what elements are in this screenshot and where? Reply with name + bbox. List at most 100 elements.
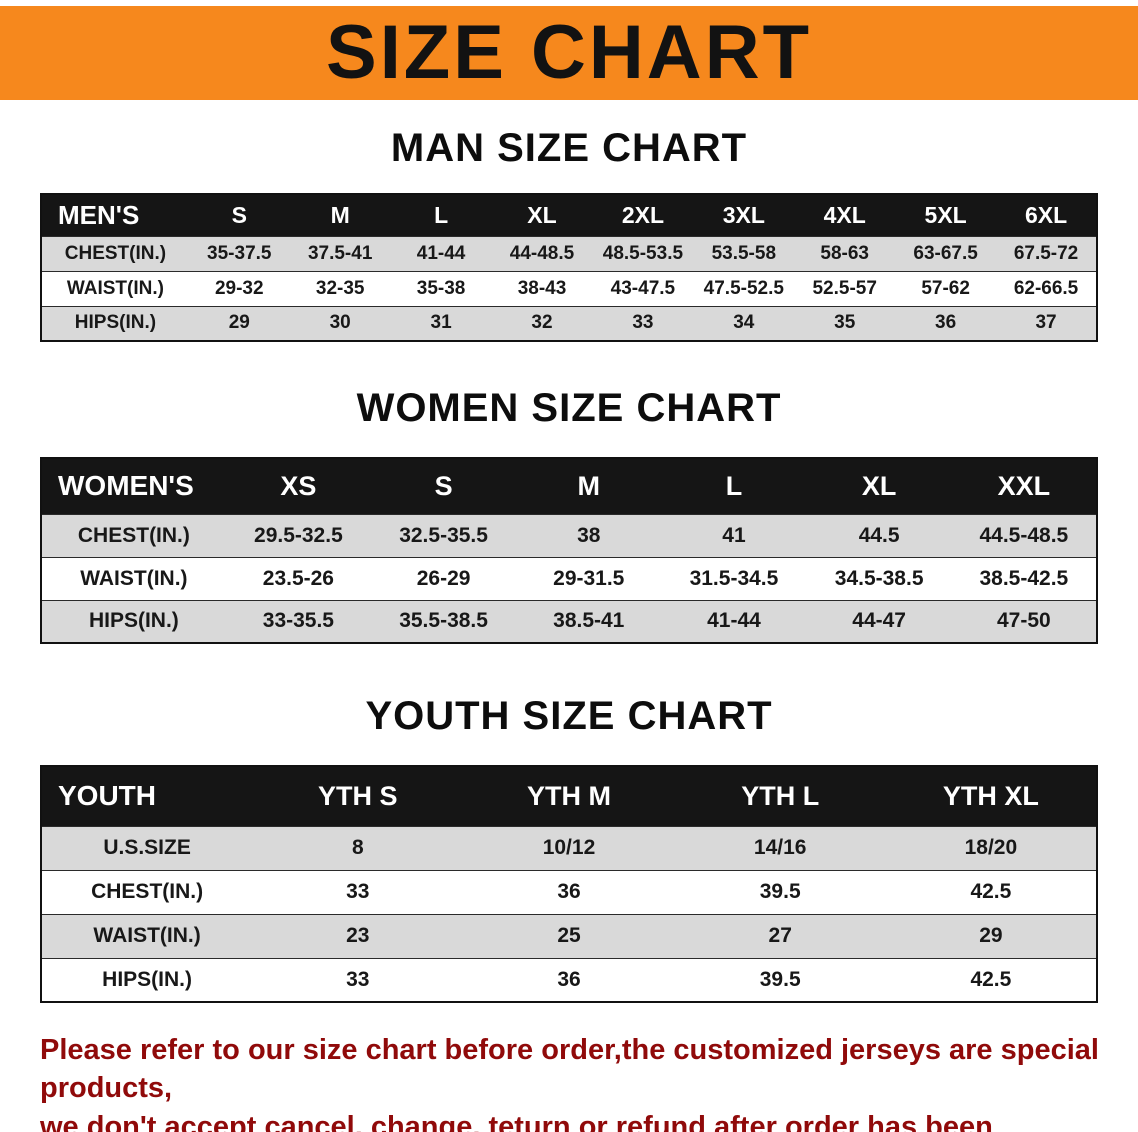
- measurement-value: 23.5-26: [225, 556, 371, 600]
- measurement-value: 67.5-72: [996, 235, 1097, 271]
- table-header-row: MEN'S S M L XL 2XL 3XL 4XL 5XL 6XL: [41, 194, 1097, 236]
- size-column-header: 5XL: [895, 194, 997, 236]
- measurement-value: 38: [516, 513, 662, 557]
- measurement-value: 14/16: [674, 825, 886, 870]
- youth-size-table: YOUTH YTH S YTH M YTH L YTH XL U.S.SIZE 8 10/12…: [40, 765, 1098, 1003]
- measurement-row: WAIST(IN.) 29-32 32-35 35-38 38-43 43-47.5 47.…: [41, 270, 1097, 306]
- measurement-value: 29: [885, 913, 1097, 958]
- table-header-row: WOMEN'S XS S M L XL XXL: [41, 458, 1097, 514]
- measurement-value: 42.5: [885, 957, 1097, 1002]
- measurement-value: 57-62: [895, 270, 997, 306]
- measurement-value: 33: [592, 305, 694, 341]
- banner: SIZE CHART: [0, 6, 1138, 100]
- size-column-header: S: [370, 458, 517, 514]
- measurement-value: 38.5-42.5: [951, 556, 1097, 600]
- measurement-value: 29: [188, 305, 290, 341]
- women-size-section: WOMEN SIZE CHART WOMEN'S XS S M L XL XXL CHEST(…: [0, 386, 1138, 644]
- size-column-header: 2XL: [592, 194, 694, 236]
- order-policy-note: Please refer to our size chart before or…: [40, 1031, 1100, 1132]
- men-size-section: MAN SIZE CHART MEN'S S M L XL 2XL 3XL 4XL 5XL 6XL…: [0, 126, 1138, 342]
- size-column-header: YTH L: [674, 766, 886, 826]
- measurement-value: 36: [463, 869, 675, 914]
- size-column-header: L: [661, 458, 807, 514]
- measurement-value: 42.5: [885, 869, 1097, 914]
- men-size-table: MEN'S S M L XL 2XL 3XL 4XL 5XL 6XL CHEST(IN.) 35-37…: [40, 193, 1098, 342]
- size-column-header: YTH M: [463, 766, 675, 826]
- size-column-header: XL: [491, 194, 593, 236]
- measurement-value: 32: [491, 305, 593, 341]
- measurement-value: 52.5-57: [794, 270, 896, 306]
- measurement-row: WAIST(IN.) 23.5-26 26-29 29-31.5 31.5-34.5 34…: [41, 556, 1097, 600]
- measurement-value: 18/20: [885, 825, 1097, 870]
- measurement-value: 33-35.5: [225, 599, 371, 643]
- measurement-value: 35-38: [390, 270, 492, 306]
- measurement-value: 53.5-58: [693, 235, 795, 271]
- size-column-header: XXL: [951, 458, 1097, 514]
- measurement-value: 33: [252, 869, 464, 914]
- measurement-value: 33: [252, 957, 464, 1002]
- measurement-label: CHEST(IN.): [41, 513, 226, 557]
- order-policy-line-1: Please refer to our size chart before or…: [40, 1034, 1099, 1105]
- size-column-header: 3XL: [693, 194, 795, 236]
- women-size-table: WOMEN'S XS S M L XL XXL CHEST(IN.) 29.5-32.5 32.5…: [40, 457, 1098, 644]
- men-section-heading: MAN SIZE CHART: [390, 126, 748, 170]
- size-column-header: 6XL: [996, 194, 1097, 236]
- measurement-row: CHEST(IN.) 35-37.5 37.5-41 41-44 44-48.5 48.5…: [41, 235, 1097, 271]
- size-column-header: YTH S: [252, 766, 464, 826]
- measurement-value: 31.5-34.5: [661, 556, 807, 600]
- table-group-label: MEN'S: [41, 194, 189, 236]
- measurement-label: HIPS(IN.): [41, 957, 253, 1002]
- measurement-value: 44-48.5: [491, 235, 593, 271]
- measurement-value: 25: [463, 913, 675, 958]
- measurement-row: U.S.SIZE 8 10/12 14/16 18/20: [41, 825, 1097, 870]
- size-column-header: 4XL: [794, 194, 896, 236]
- measurement-value: 8: [252, 825, 464, 870]
- measurement-label: WAIST(IN.): [41, 270, 189, 306]
- size-column-header: S: [188, 194, 290, 236]
- measurement-row: HIPS(IN.) 29 30 31 32 33 34 35 36 37: [41, 305, 1097, 341]
- measurement-value: 41-44: [661, 599, 807, 643]
- measurement-row: HIPS(IN.) 33 36 39.5 42.5: [41, 957, 1097, 1002]
- measurement-value: 43-47.5: [592, 270, 694, 306]
- measurement-value: 36: [463, 957, 675, 1002]
- measurement-value: 31: [390, 305, 492, 341]
- measurement-value: 32-35: [289, 270, 391, 306]
- measurement-value: 58-63: [794, 235, 896, 271]
- measurement-value: 35.5-38.5: [370, 599, 517, 643]
- measurement-value: 35: [794, 305, 896, 341]
- measurement-value: 35-37.5: [188, 235, 290, 271]
- size-column-header: M: [289, 194, 391, 236]
- measurement-value: 34.5-38.5: [806, 556, 952, 600]
- measurement-label: HIPS(IN.): [41, 305, 189, 341]
- measurement-label: WAIST(IN.): [41, 913, 253, 958]
- measurement-value: 26-29: [370, 556, 517, 600]
- measurement-row: CHEST(IN.) 29.5-32.5 32.5-35.5 38 41 44.5 44.5…: [41, 513, 1097, 557]
- measurement-value: 37.5-41: [289, 235, 391, 271]
- measurement-value: 62-66.5: [996, 270, 1097, 306]
- measurement-value: 38-43: [491, 270, 593, 306]
- youth-section-heading: YOUTH SIZE CHART: [365, 694, 773, 738]
- size-column-header: L: [390, 194, 492, 236]
- measurement-value: 29-31.5: [516, 556, 662, 600]
- measurement-row: HIPS(IN.) 33-35.5 35.5-38.5 38.5-41 41-44 44-…: [41, 599, 1097, 643]
- measurement-value: 47-50: [951, 599, 1097, 643]
- measurement-value: 36: [895, 305, 997, 341]
- measurement-label: CHEST(IN.): [41, 869, 253, 914]
- size-column-header: YTH XL: [885, 766, 1097, 826]
- measurement-value: 48.5-53.5: [592, 235, 694, 271]
- measurement-value: 47.5-52.5: [693, 270, 795, 306]
- measurement-row: CHEST(IN.) 33 36 39.5 42.5: [41, 869, 1097, 914]
- size-column-header: XS: [225, 458, 371, 514]
- measurement-value: 44.5: [806, 513, 952, 557]
- measurement-value: 29-32: [188, 270, 290, 306]
- measurement-row: WAIST(IN.) 23 25 27 29: [41, 913, 1097, 958]
- measurement-value: 29.5-32.5: [225, 513, 371, 557]
- measurement-value: 10/12: [463, 825, 675, 870]
- measurement-value: 30: [289, 305, 391, 341]
- measurement-value: 39.5: [674, 957, 886, 1002]
- measurement-value: 41-44: [390, 235, 492, 271]
- measurement-value: 44.5-48.5: [951, 513, 1097, 557]
- measurement-value: 27: [674, 913, 886, 958]
- table-header-row: YOUTH YTH S YTH M YTH L YTH XL: [41, 766, 1097, 826]
